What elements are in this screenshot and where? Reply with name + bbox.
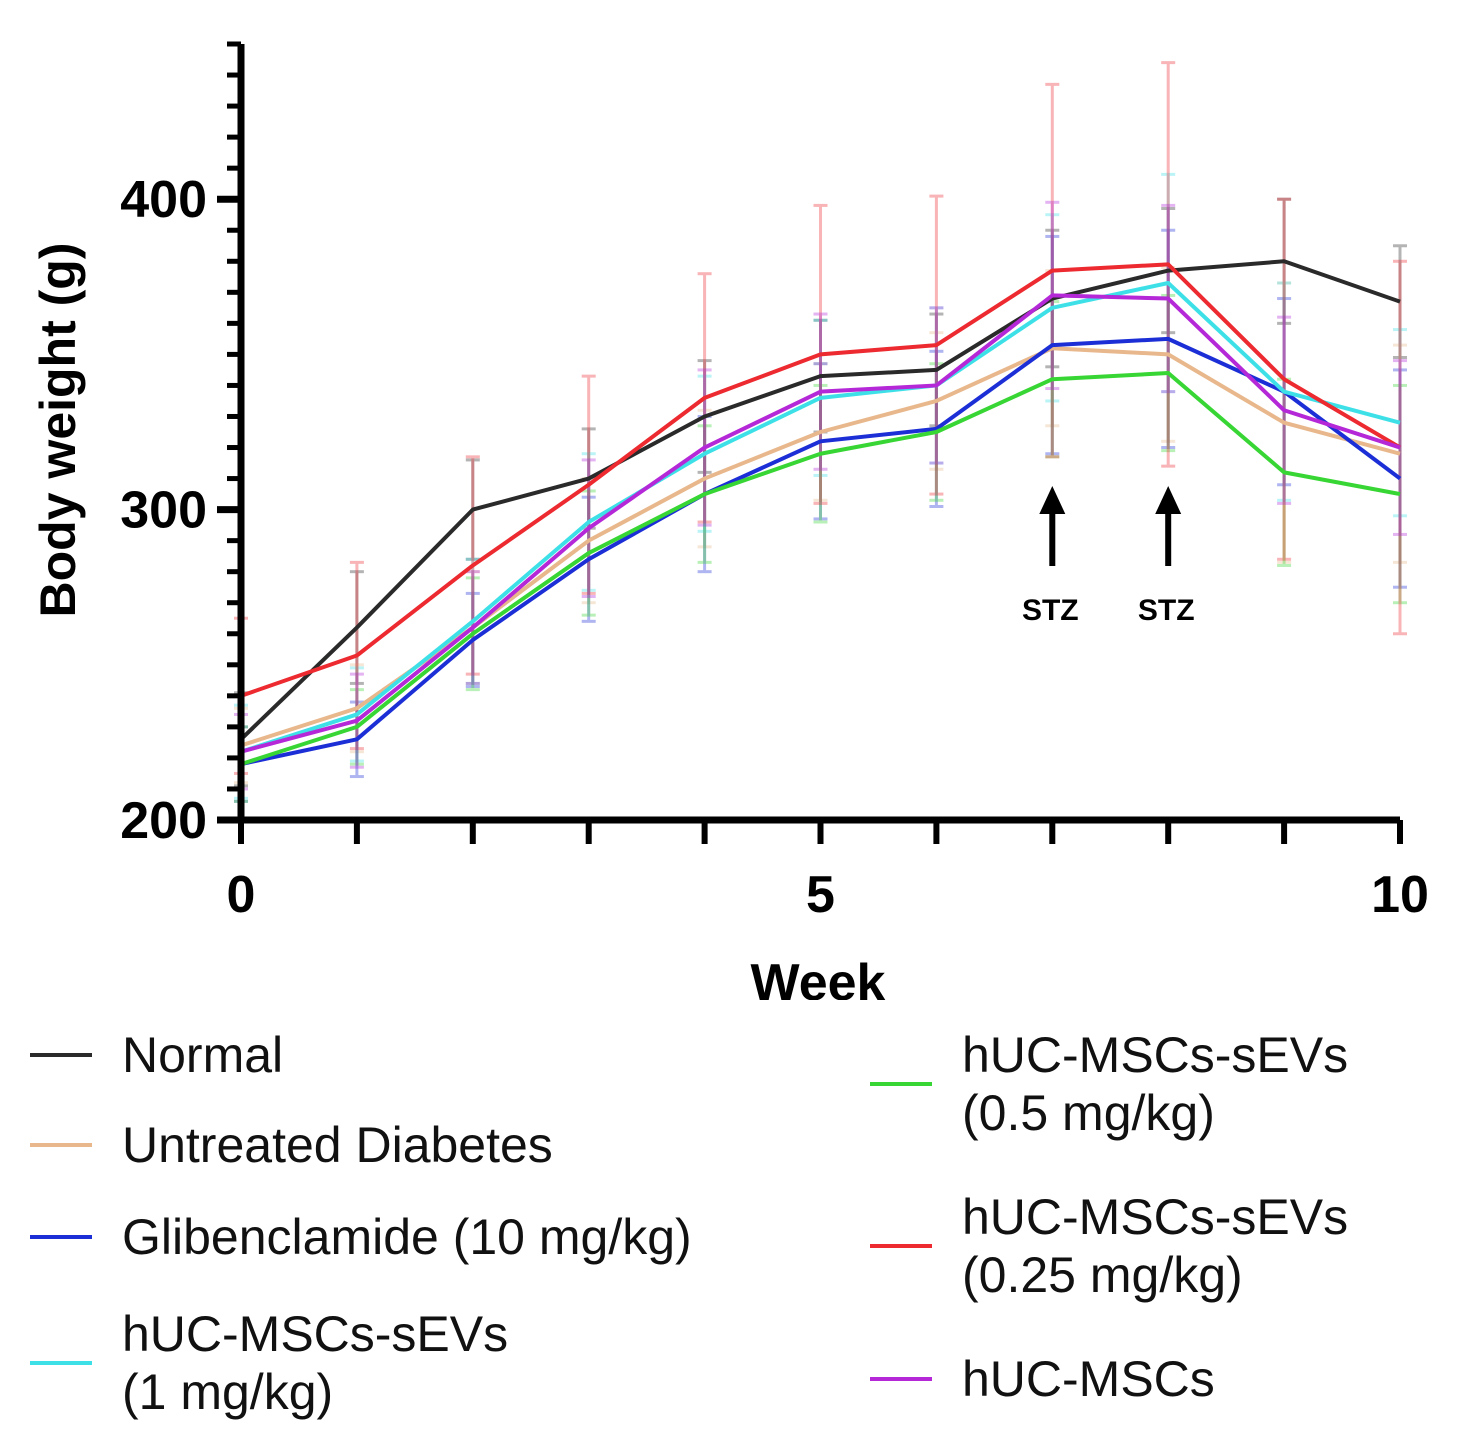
- legend-label: Normal: [122, 1027, 284, 1083]
- annotation-label: STZ: [1138, 594, 1195, 627]
- annotation-label: STZ: [1022, 594, 1079, 627]
- legend-swatch: [870, 1082, 932, 1086]
- legend-item-sevs-025: hUC-MSCs-sEVs (0.25 mg/kg): [870, 1188, 1348, 1304]
- series-line-5: [240, 262, 1402, 698]
- legend-label: hUC-MSCs-sEVs (0.25 mg/kg): [962, 1189, 1349, 1303]
- arrow-head: [1155, 486, 1182, 514]
- x-tick-label: 0: [227, 866, 256, 924]
- legend-swatch: [30, 1235, 92, 1239]
- y-tick-label: 200: [120, 792, 207, 850]
- legend-item-sevs-05: hUC-MSCs-sEVs (0.5 mg/kg): [870, 1026, 1348, 1142]
- legend-label: hUC-MSCs-sEVs (1 mg/kg): [122, 1306, 509, 1420]
- annotations: STZ STZ: [1022, 486, 1195, 627]
- legend-item-huc-mscs: hUC-MSCs: [870, 1350, 1215, 1408]
- legend-item-untreated-diabetes: Untreated Diabetes: [30, 1116, 553, 1174]
- x-ticks: 0 5 10: [227, 820, 1429, 924]
- legend-label: hUC-MSCs: [962, 1351, 1215, 1407]
- y-tick-label: 400: [120, 171, 207, 229]
- legend-item-normal: Normal: [30, 1026, 283, 1084]
- series-line-2: [240, 336, 1402, 767]
- y-axis-label: Body weight (g): [30, 243, 86, 618]
- x-axis-label: Week: [751, 954, 886, 1000]
- x-tick-label: 10: [1371, 866, 1429, 924]
- legend-swatch: [30, 1361, 92, 1365]
- stz-annotation: STZ: [1022, 486, 1079, 627]
- series-line-6: [240, 293, 1401, 754]
- series-lines: [239, 259, 1402, 767]
- series-line-3: [240, 281, 1401, 754]
- legend-swatch: [870, 1377, 932, 1381]
- series-line-0: [239, 259, 1401, 741]
- y-ticks: 200 300 400: [120, 41, 241, 850]
- legend-label: Untreated Diabetes: [122, 1117, 553, 1173]
- legend-label: Glibenclamide (10 mg/kg): [122, 1209, 692, 1265]
- legend-item-sevs-1: hUC-MSCs-sEVs (1 mg/kg): [30, 1305, 508, 1421]
- legend-swatch: [30, 1053, 92, 1057]
- legend-label: hUC-MSCs-sEVs (0.5 mg/kg): [962, 1027, 1349, 1141]
- series-line-4: [240, 371, 1401, 767]
- legend-swatch: [870, 1244, 932, 1248]
- y-tick-label: 300: [120, 482, 207, 540]
- stz-annotation: STZ: [1138, 486, 1195, 627]
- x-tick-label: 5: [806, 866, 835, 924]
- legend-item-glibenclamide: Glibenclamide (10 mg/kg): [30, 1208, 692, 1266]
- error-bar: [1393, 259, 1407, 636]
- arrow-head: [1039, 486, 1066, 514]
- error-bar: [1393, 359, 1407, 536]
- legend-swatch: [30, 1143, 92, 1147]
